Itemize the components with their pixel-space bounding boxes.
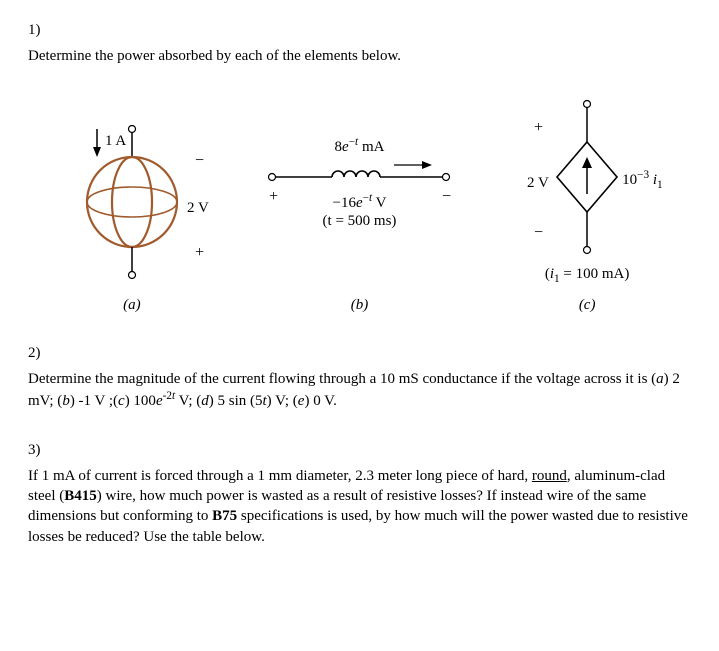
- fig-c-minus: −: [534, 224, 543, 241]
- fig-c-plus: +: [534, 119, 543, 136]
- fig-a-plus: −: [195, 152, 204, 169]
- fig-b-voltage: −16e−t V: [254, 191, 464, 213]
- q3-text: If 1 mA of current is forced through a 1…: [28, 466, 691, 547]
- fig-a-current: 1 A: [105, 133, 126, 149]
- fig-a-caption: (a): [123, 295, 141, 315]
- q2-number: 2): [28, 343, 691, 363]
- q1-figures: 1 A − 2 V + (a) 8e−t mA: [28, 92, 691, 315]
- figure-a: 1 A − 2 V + (a): [47, 117, 217, 315]
- question-2: 2) Determine the magnitude of the curren…: [28, 343, 691, 412]
- question-1: 1) Determine the power absorbed by each …: [28, 20, 691, 315]
- q2-text: Determine the magnitude of the current f…: [28, 369, 691, 412]
- fig-a-minus: +: [195, 244, 204, 261]
- q1-number: 1): [28, 20, 691, 40]
- fig-c-voltage: 2 V: [527, 175, 549, 191]
- q1-text: Determine the power absorbed by each of …: [28, 46, 691, 66]
- fig-b-time: (t = 500 ms): [254, 211, 464, 231]
- figure-b: 8e−t mA + − −16e−t V: [254, 135, 464, 315]
- figure-a-svg: 1 A − 2 V +: [47, 117, 217, 287]
- question-3: 3) If 1 mA of current is forced through …: [28, 440, 691, 547]
- fig-c-gain: 10−3 i1: [622, 168, 663, 193]
- fig-c-caption: (c): [579, 295, 596, 315]
- fig-b-caption: (b): [351, 295, 369, 315]
- figure-c: + 2 V − 10−3 i1 (i1 = 100 mA) (c): [502, 92, 672, 315]
- fig-c-note: (i1 = 100 mA): [545, 264, 630, 287]
- q3-number: 3): [28, 440, 691, 460]
- fig-a-voltage: 2 V: [187, 200, 209, 216]
